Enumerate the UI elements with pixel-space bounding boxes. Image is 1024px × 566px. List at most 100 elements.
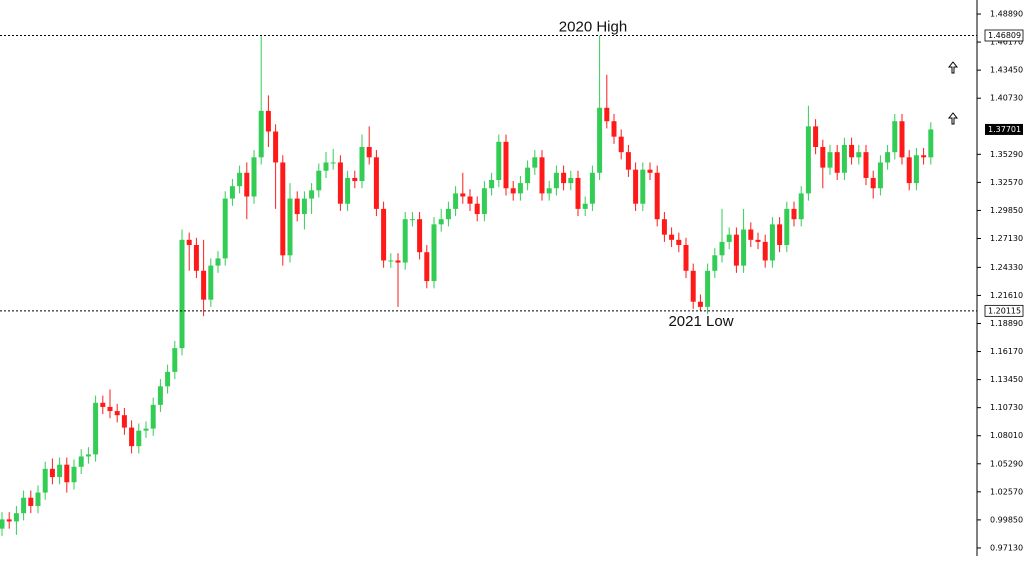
candle-body [13, 513, 19, 522]
level-label-box [984, 304, 1024, 317]
candle-body [42, 468, 48, 493]
candle-body [762, 241, 768, 261]
candle-body [669, 234, 675, 240]
y-tick-label: 1.18890 [990, 319, 1023, 328]
candle-body [395, 260, 401, 263]
candle-body [921, 155, 927, 158]
candle-body [532, 157, 538, 168]
last-price-box [985, 123, 1023, 135]
candle-body [820, 146, 826, 168]
candle-body [21, 497, 27, 514]
y-tick-label: 1.08010 [990, 431, 1023, 440]
candle-body [885, 152, 891, 163]
candle-body [345, 177, 351, 204]
candle-body [517, 183, 523, 194]
candle-body [107, 406, 113, 412]
candle-body [100, 402, 106, 407]
candle-body [719, 241, 725, 256]
candle-body [366, 146, 372, 158]
candle-body [733, 234, 739, 266]
candle-body [748, 229, 754, 240]
candle-body [280, 162, 286, 256]
candle-body [683, 244, 689, 271]
y-tick-label: 1.48890 [990, 10, 1023, 19]
candle-body [877, 162, 883, 189]
y-tick-label: 1.46170 [990, 38, 1023, 47]
arrow-icon [947, 61, 959, 74]
candle-body [193, 244, 199, 271]
candle-body [129, 427, 135, 447]
candle-body [359, 146, 365, 182]
candle-body [582, 203, 588, 209]
candle-body [625, 152, 631, 170]
y-tick-label: 1.10730 [990, 403, 1023, 412]
candle-body [431, 224, 437, 282]
candle-body [654, 172, 660, 220]
candle-body [309, 190, 315, 199]
candle-body [172, 348, 178, 372]
candle-body [157, 386, 163, 405]
candle-body [784, 208, 790, 245]
y-tick-label: 1.27130 [990, 234, 1023, 243]
candle-body [409, 219, 415, 221]
candle-body [539, 157, 545, 194]
candle-body [769, 224, 775, 261]
candle-body [834, 152, 840, 173]
candle-body [265, 110, 271, 132]
candle-body [892, 121, 898, 153]
candle-body [496, 141, 502, 181]
candle-body [503, 141, 509, 189]
candle-body [337, 162, 343, 204]
candle-body [294, 198, 300, 215]
y-tick-label: 1.35290 [990, 150, 1023, 159]
candle-body [352, 177, 358, 182]
candle-body [697, 301, 703, 307]
y-tick-label: 1.32570 [990, 178, 1023, 187]
candle-body [546, 188, 552, 194]
candle-body [863, 152, 869, 178]
candle-body [467, 196, 473, 204]
candle-body [676, 239, 682, 245]
level-label-box [984, 29, 1024, 42]
candle-body [913, 155, 919, 184]
candle-body [78, 456, 84, 467]
candle-body [222, 198, 228, 259]
candle-body [928, 129, 934, 158]
candle-body [251, 157, 257, 197]
candle-body [841, 144, 847, 173]
candle-body [438, 219, 444, 225]
y-tick-label: 0.99850 [990, 515, 1023, 524]
candle-body [215, 258, 221, 266]
candle-body [186, 239, 192, 245]
candle-body [611, 121, 617, 137]
candle-body [453, 193, 459, 209]
candle-body [906, 157, 912, 184]
candle-body [690, 270, 696, 302]
arrow-icon [947, 112, 959, 125]
candle-body [798, 193, 804, 220]
candle-body [388, 260, 394, 262]
candle-body [705, 270, 711, 307]
candle-body [489, 180, 495, 189]
candle-body [64, 464, 70, 483]
last-price-label: 1.37701 [988, 125, 1021, 134]
candle-body [323, 162, 329, 171]
candle-body [85, 454, 91, 457]
candle-body [741, 229, 747, 266]
y-tick-label: 1.43450 [990, 66, 1023, 75]
candle-body [424, 252, 430, 282]
candle-body [0, 519, 5, 529]
candle-body [712, 255, 718, 271]
candle-body [575, 177, 581, 209]
candle-body [510, 188, 516, 194]
axis-layer: 1.48890 1.46170 1.43450 1.40730 1.35290 1.325… [976, 0, 1023, 556]
candle-body [71, 466, 77, 483]
y-tick-label: 1.40730 [990, 94, 1023, 103]
candle-body [481, 188, 487, 215]
candle-body [208, 265, 214, 300]
candle-body [640, 169, 646, 204]
candle-body [121, 415, 127, 428]
